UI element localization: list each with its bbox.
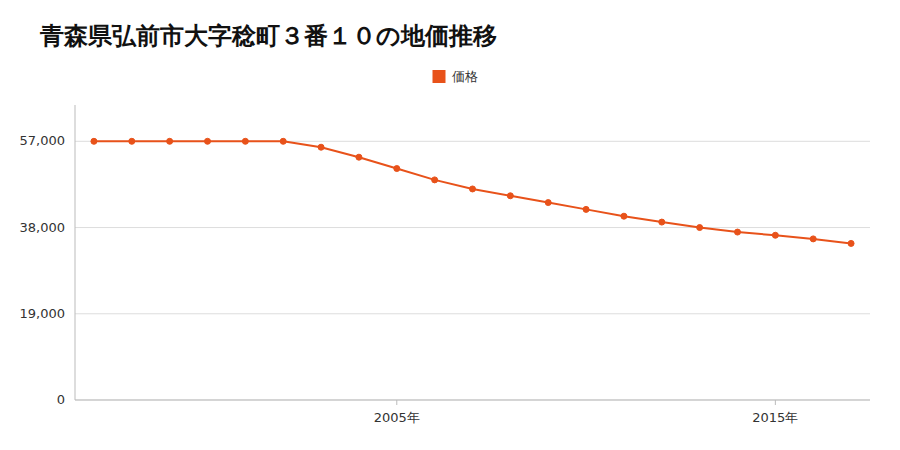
point xyxy=(356,154,362,160)
point xyxy=(470,186,476,192)
point xyxy=(810,236,816,242)
y-tick-label: 0 xyxy=(57,392,65,407)
point xyxy=(129,138,135,144)
point xyxy=(507,193,513,199)
y-grid xyxy=(75,141,870,400)
y-axis-line xyxy=(75,105,76,400)
point xyxy=(242,138,248,144)
y-tick-label: 38,000 xyxy=(20,220,66,235)
point xyxy=(91,138,97,144)
series-line xyxy=(94,141,851,243)
grid-line xyxy=(75,227,870,228)
title: 青森県弘前市大字稔町３番１０の地価推移 xyxy=(39,22,497,50)
point xyxy=(583,206,589,212)
x-tick-label: 2005年 xyxy=(374,410,420,425)
point xyxy=(280,138,286,144)
y-tick-label: 19,000 xyxy=(20,306,66,321)
plot-area xyxy=(91,138,854,246)
chart-container: 青森県弘前市大字稔町３番１０の地価推移 0 19,000 38,000 57,000 20… xyxy=(0,0,900,450)
point xyxy=(545,200,551,206)
legend-swatch xyxy=(433,70,446,83)
grid-line xyxy=(75,400,870,401)
x-tick xyxy=(775,400,776,405)
point xyxy=(621,213,627,219)
point xyxy=(318,144,324,150)
x-tick xyxy=(396,400,397,405)
point xyxy=(432,177,438,183)
legend: 価格 xyxy=(433,69,478,84)
point xyxy=(848,240,854,246)
x-axis-line xyxy=(75,400,870,401)
chart-svg: 青森県弘前市大字稔町３番１０の地価推移 0 19,000 38,000 57,000 20… xyxy=(0,0,900,450)
point xyxy=(697,225,703,231)
point xyxy=(205,138,211,144)
point xyxy=(394,166,400,172)
grid-line xyxy=(75,313,870,314)
y-tick-label: 57,000 xyxy=(20,133,66,148)
point xyxy=(735,229,741,235)
legend-label: 価格 xyxy=(452,69,478,84)
point xyxy=(772,232,778,238)
x-tick-label: 2015年 xyxy=(752,410,798,425)
point xyxy=(659,219,665,225)
point xyxy=(167,138,173,144)
